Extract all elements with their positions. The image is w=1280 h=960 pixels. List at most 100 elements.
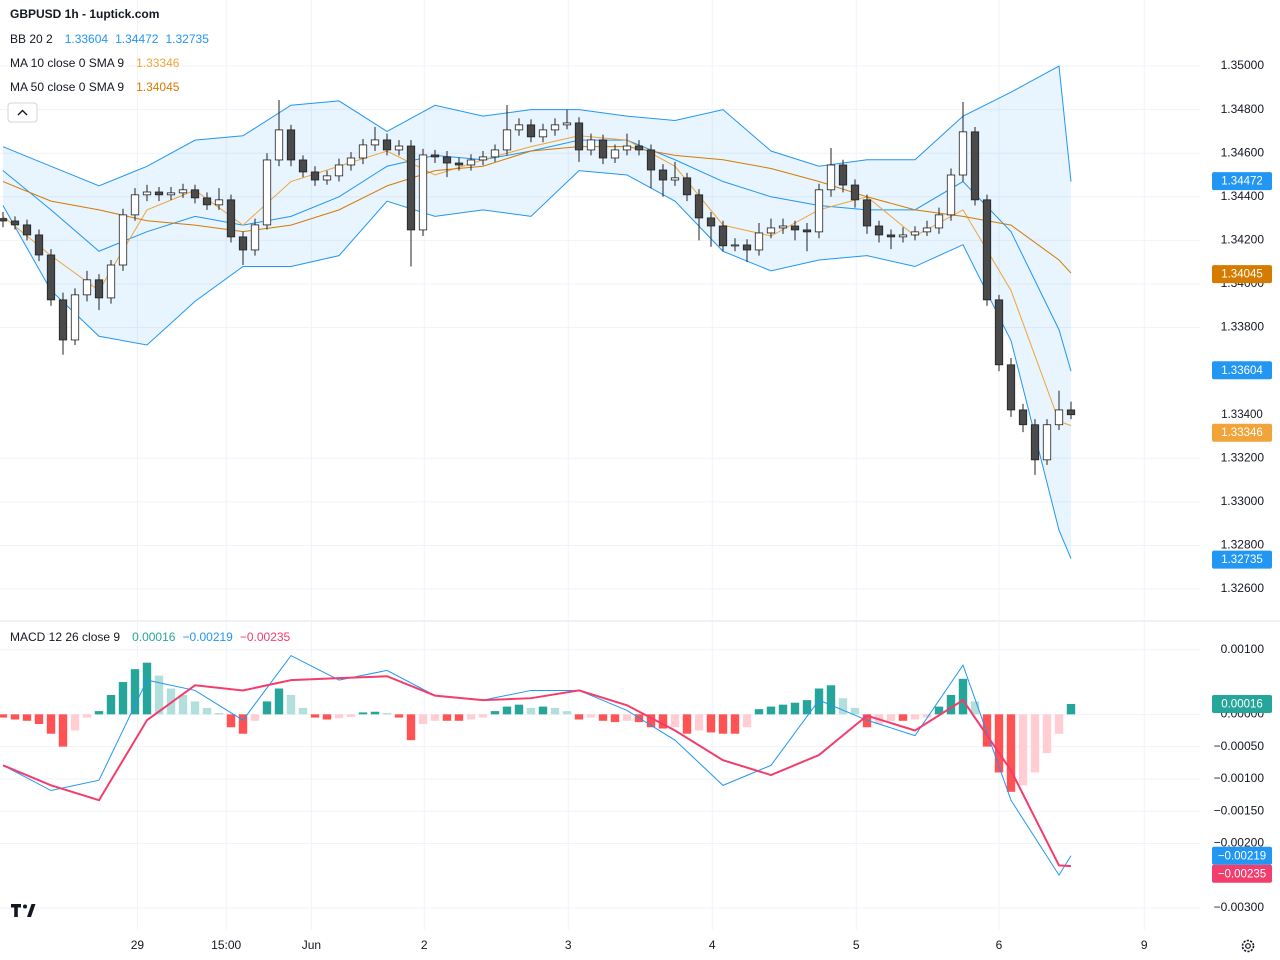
candle-body — [790, 225, 800, 231]
histogram-bar — [754, 709, 764, 715]
gear-outer[interactable] — [1241, 939, 1255, 953]
histogram-bar — [838, 698, 848, 715]
y-tick-label: 1.34800 — [1221, 102, 1265, 116]
chart-title: GBPUSD 1h - 1uptick.com — [10, 7, 159, 21]
candle-body — [850, 184, 860, 201]
price-badge — [1212, 423, 1272, 442]
candle-body — [394, 145, 404, 151]
x-tick-label: 5 — [853, 938, 860, 952]
candle-body — [538, 129, 548, 138]
candle-body — [310, 171, 320, 181]
x-tick-label: 3 — [565, 938, 572, 952]
histogram-bar — [0, 714, 8, 718]
candle-body — [238, 236, 248, 251]
candle-body — [142, 191, 152, 196]
candle-body — [838, 164, 848, 186]
histogram-bar — [262, 701, 272, 715]
collapse-button-box[interactable] — [7, 102, 38, 123]
histogram-bar — [286, 694, 296, 715]
histogram-bar — [982, 714, 992, 747]
collapse-button[interactable] — [7, 102, 38, 123]
histogram-bar — [1030, 714, 1040, 773]
histogram-bar — [586, 714, 596, 718]
histogram-bar — [670, 714, 680, 728]
histogram-bar — [118, 682, 128, 715]
candle-body — [502, 129, 512, 151]
histogram-bar — [610, 714, 620, 723]
grid-layer — [0, 0, 1200, 930]
candle-body — [730, 244, 740, 247]
x-tick-label: 4 — [709, 938, 716, 952]
histogram-bar — [778, 704, 788, 715]
legend-name: MA 10 close 0 SMA 9 — [10, 56, 124, 70]
histogram-bar — [898, 714, 908, 721]
candle-body — [46, 254, 56, 301]
legend-name: BB 20 2 — [10, 32, 53, 46]
price-badge-label: 1.34472 — [1221, 176, 1263, 188]
y-tick-label: −0.00300 — [1214, 900, 1265, 914]
price-badge-label: 1.34045 — [1221, 269, 1263, 281]
histogram-bar — [322, 714, 332, 720]
candle-body — [286, 129, 296, 161]
y-tick-label: 0.00100 — [1221, 642, 1265, 656]
logo-v — [27, 904, 36, 917]
histogram-bar — [1066, 704, 1076, 715]
candle-body — [742, 244, 752, 251]
y-tick-label: −0.00200 — [1214, 836, 1265, 850]
histogram-bar — [922, 714, 932, 718]
candle-body — [34, 234, 44, 256]
histogram-bar — [310, 714, 320, 718]
price-badge — [1212, 846, 1272, 865]
candle-body — [82, 279, 92, 296]
candle-body — [922, 227, 932, 233]
logo[interactable] — [10, 904, 36, 917]
candle-body — [814, 189, 824, 233]
histogram-bar — [934, 706, 944, 715]
settings-button[interactable] — [1241, 939, 1255, 953]
legend-name: MA 50 close 0 SMA 9 — [10, 80, 124, 94]
histogram-bar — [94, 711, 104, 715]
legend-value: 1.34045 — [136, 80, 180, 94]
candle-body — [910, 231, 920, 236]
histogram-bar — [562, 711, 572, 715]
x-tick-label: 2 — [421, 938, 428, 952]
price-badge — [1212, 405, 1272, 424]
y-tick-label: 1.34600 — [1221, 145, 1265, 159]
candle-body — [442, 156, 452, 164]
candle-body — [898, 234, 908, 238]
candle-body — [154, 191, 164, 196]
indicator-line — [2, 170, 1072, 559]
histogram-bar — [202, 707, 212, 715]
histogram-bar — [526, 707, 536, 715]
candle-body — [634, 145, 644, 151]
x-tick-label: 9 — [1141, 938, 1148, 952]
histogram-bar — [862, 714, 872, 728]
histogram-bar — [514, 704, 524, 715]
x-tick-label: 6 — [996, 938, 1003, 952]
histogram-bar — [154, 675, 164, 715]
y-tick-label: 1.34400 — [1221, 189, 1265, 203]
candle-body — [346, 157, 356, 166]
histogram-bar — [418, 714, 428, 725]
candle-body — [130, 194, 140, 216]
candle-body — [202, 197, 212, 206]
collapse-icon[interactable] — [17, 109, 28, 116]
histogram-bar — [1054, 714, 1064, 734]
candle-body — [550, 124, 560, 131]
candle-body — [874, 225, 884, 236]
candle-body — [166, 192, 176, 196]
histogram-bar — [994, 714, 1004, 773]
histogram-bar — [46, 714, 56, 734]
histogram-bar — [406, 714, 416, 741]
histogram-bar — [790, 702, 800, 715]
candle-body — [574, 122, 584, 151]
histogram-bar — [970, 701, 980, 715]
gear-inner[interactable] — [1245, 943, 1251, 949]
histogram-bar — [166, 688, 176, 715]
price-badge — [1212, 265, 1272, 284]
candle-body — [1042, 424, 1052, 461]
histogram-bar — [10, 714, 20, 720]
legend-value: 1.33346 — [136, 56, 180, 70]
candle-body — [334, 164, 344, 177]
